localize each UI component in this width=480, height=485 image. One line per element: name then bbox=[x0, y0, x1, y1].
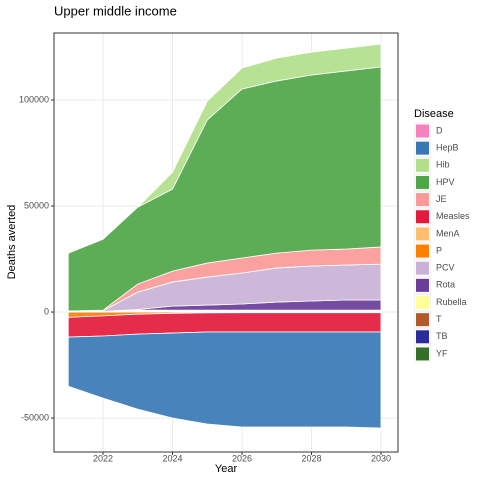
legend-label: D bbox=[436, 125, 443, 135]
legend-label: Rota bbox=[436, 280, 455, 290]
legend-swatch bbox=[416, 124, 430, 138]
legend-swatch bbox=[416, 347, 430, 361]
legend-swatch bbox=[416, 278, 430, 292]
legend-swatch bbox=[416, 313, 430, 327]
legend-label: P bbox=[436, 245, 442, 255]
legend-label: PCV bbox=[436, 263, 455, 273]
legend-label: T bbox=[436, 314, 442, 324]
legend-swatch bbox=[416, 261, 430, 275]
x-tick-label: 2022 bbox=[93, 453, 113, 463]
legend-label: TB bbox=[436, 331, 448, 341]
legend-swatch bbox=[416, 296, 430, 310]
x-tick-label: 2026 bbox=[232, 453, 252, 463]
legend-swatch bbox=[416, 210, 430, 224]
legend-label: Measles bbox=[436, 211, 470, 221]
x-tick-label: 2024 bbox=[162, 453, 182, 463]
y-tick-label: 50000 bbox=[24, 200, 49, 210]
legend-label: Hib bbox=[436, 160, 450, 170]
legend-label: JE bbox=[436, 194, 447, 204]
y-axis-label: Deaths averted bbox=[6, 205, 18, 280]
legend-title: Disease bbox=[414, 108, 454, 120]
x-tick-label: 2028 bbox=[301, 453, 321, 463]
y-tick-label: 0 bbox=[44, 306, 49, 316]
legend-label: Rubella bbox=[436, 297, 467, 307]
chart-title: Upper middle income bbox=[54, 3, 177, 18]
x-axis-label: Year bbox=[215, 463, 238, 475]
legend-swatch bbox=[416, 193, 430, 207]
legend-swatch bbox=[416, 330, 430, 344]
y-tick-label: -50000 bbox=[21, 412, 49, 422]
x-tick-label: 2030 bbox=[371, 453, 391, 463]
legend-swatch bbox=[416, 141, 430, 155]
legend-label: MenA bbox=[436, 228, 460, 238]
legend-label: HepB bbox=[436, 143, 459, 153]
legend-swatch bbox=[416, 227, 430, 241]
legend-label: YF bbox=[436, 348, 448, 358]
legend-swatch bbox=[416, 158, 430, 172]
legend-label: HPV bbox=[436, 177, 455, 187]
legend-swatch bbox=[416, 244, 430, 258]
y-tick-label: 100000 bbox=[19, 94, 49, 104]
legend-swatch bbox=[416, 175, 430, 189]
